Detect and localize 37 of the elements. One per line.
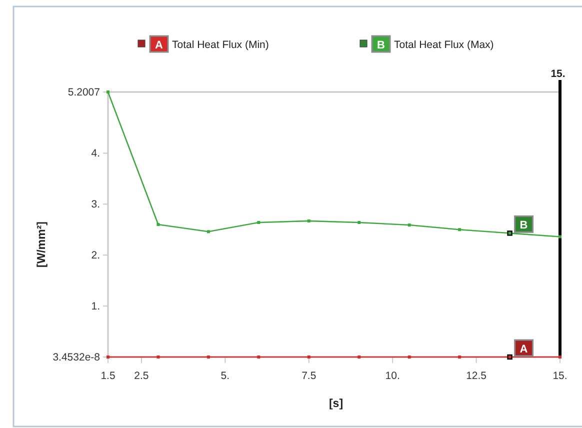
y-tick-label: 3.	[91, 198, 100, 211]
point	[408, 356, 411, 358]
ref-line-label: 15.	[550, 68, 566, 80]
point	[206, 356, 210, 358]
y-axis-title: [W/mm²]	[36, 221, 48, 268]
x-tick-label: 10.	[385, 370, 400, 382]
text: B	[377, 40, 385, 52]
point	[358, 220, 361, 224]
point	[156, 223, 160, 226]
point	[458, 228, 462, 232]
point	[156, 356, 160, 358]
y-tick-label: 2.	[91, 250, 100, 262]
point	[257, 356, 260, 358]
x-tick-label: 12.5	[466, 370, 487, 382]
point	[358, 356, 361, 358]
point	[206, 230, 210, 234]
x-axis-title: [s]	[328, 398, 344, 410]
annotation: A	[520, 344, 528, 356]
y-tick-label: 1.	[91, 300, 100, 313]
text: A	[155, 40, 163, 52]
point	[458, 356, 462, 358]
x-tick-label: 1.5	[100, 370, 116, 382]
y-tick-label: 5.2007	[68, 86, 100, 98]
legend-label: Total Heat Flux (Min)	[172, 39, 269, 51]
x-tick-label: 15.	[552, 370, 568, 382]
y-tick-label: 4.	[91, 148, 100, 160]
legend-label: Total Heat Flux (Max)	[394, 39, 494, 51]
y-tick-label: 3.4532e-8	[52, 352, 100, 364]
x-tick-label: 7.5	[302, 370, 316, 382]
point	[558, 235, 562, 238]
annotation: B	[520, 220, 528, 232]
point	[307, 356, 310, 358]
x-tick-label: 2.5	[134, 370, 149, 382]
point	[408, 224, 411, 227]
x-tick-label: 5.	[220, 370, 230, 382]
point	[307, 219, 310, 222]
point	[257, 220, 260, 224]
